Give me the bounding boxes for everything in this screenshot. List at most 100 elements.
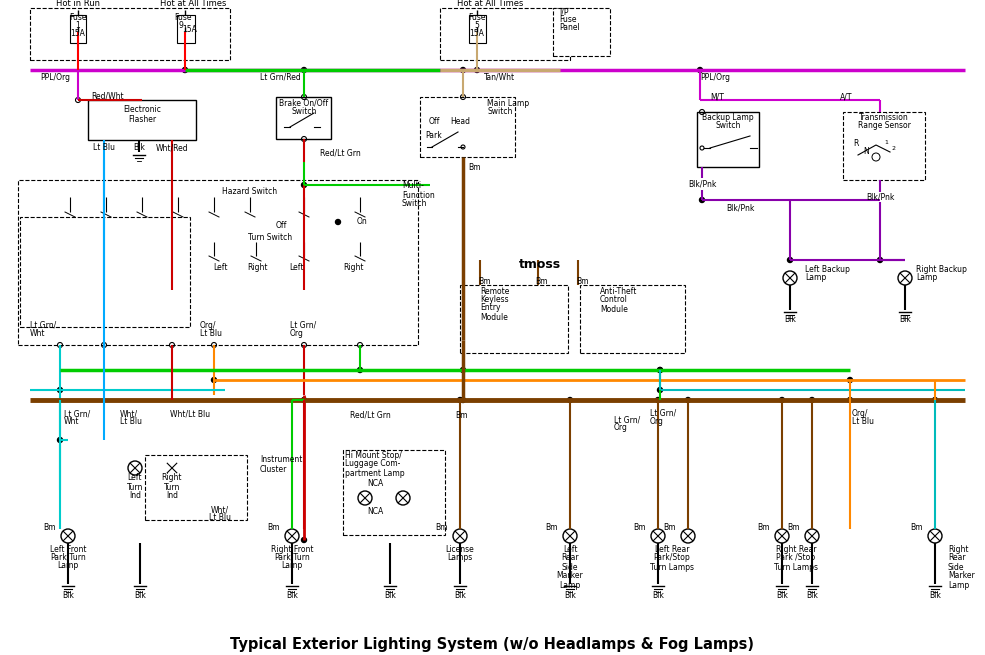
Text: Brake On/Off: Brake On/Off bbox=[280, 98, 329, 107]
Text: Blk/Pnk: Blk/Pnk bbox=[866, 193, 894, 202]
Text: Turn Lamps: Turn Lamps bbox=[650, 563, 694, 572]
Bar bbox=[70, 15, 86, 43]
Text: Left Rear: Left Rear bbox=[655, 544, 690, 553]
Text: Wht: Wht bbox=[64, 417, 80, 426]
Text: partment Lamp: partment Lamp bbox=[345, 468, 405, 477]
Circle shape bbox=[847, 377, 852, 383]
Text: Fuse: Fuse bbox=[69, 14, 87, 22]
Text: Head: Head bbox=[450, 117, 470, 126]
Text: Right Rear: Right Rear bbox=[776, 544, 817, 553]
Text: Lt Grn/: Lt Grn/ bbox=[290, 320, 316, 329]
Circle shape bbox=[475, 67, 480, 73]
Text: Lamp: Lamp bbox=[282, 561, 302, 569]
Text: Flasher: Flasher bbox=[128, 115, 156, 124]
Bar bbox=[18, 180, 418, 345]
Text: Module: Module bbox=[480, 314, 508, 322]
Text: Bm: Bm bbox=[910, 523, 923, 533]
Text: Org/: Org/ bbox=[200, 320, 217, 329]
Text: Rear: Rear bbox=[561, 553, 579, 563]
Circle shape bbox=[301, 183, 306, 187]
Text: Switch: Switch bbox=[402, 200, 427, 208]
Bar bbox=[181, 15, 189, 27]
Text: 5: 5 bbox=[475, 22, 480, 31]
Text: Lt Blu: Lt Blu bbox=[120, 417, 142, 426]
Text: Side: Side bbox=[948, 563, 964, 572]
Circle shape bbox=[336, 219, 341, 225]
Circle shape bbox=[658, 388, 663, 392]
Text: Wht/Red: Wht/Red bbox=[156, 143, 188, 153]
Text: Park /Stop: Park /Stop bbox=[776, 553, 816, 563]
Text: Bm: Bm bbox=[757, 523, 770, 533]
Text: Bm: Bm bbox=[633, 523, 646, 533]
Circle shape bbox=[301, 67, 306, 73]
Text: Range Sensor: Range Sensor bbox=[858, 121, 910, 130]
Bar bbox=[20, 217, 190, 327]
Text: On: On bbox=[357, 217, 367, 227]
Text: Off: Off bbox=[276, 221, 287, 229]
Text: Lamp: Lamp bbox=[805, 274, 826, 282]
Text: Lt Grn/: Lt Grn/ bbox=[64, 409, 91, 419]
Text: Turn Lamps: Turn Lamps bbox=[774, 563, 818, 572]
Circle shape bbox=[658, 367, 663, 373]
Text: Lamp: Lamp bbox=[57, 561, 79, 569]
Text: Bm: Bm bbox=[576, 278, 588, 286]
Text: Blk: Blk bbox=[929, 591, 941, 601]
Text: Blk: Blk bbox=[384, 591, 396, 601]
Text: Park/Stop: Park/Stop bbox=[654, 553, 690, 563]
Text: Control: Control bbox=[600, 295, 627, 305]
Text: Entry: Entry bbox=[480, 303, 500, 312]
Circle shape bbox=[461, 398, 466, 403]
Text: Switch: Switch bbox=[487, 107, 512, 117]
Text: Wht/Lt Blu: Wht/Lt Blu bbox=[170, 409, 210, 419]
Text: Bm: Bm bbox=[535, 278, 548, 286]
Text: Blk: Blk bbox=[652, 591, 664, 601]
Text: 2: 2 bbox=[891, 147, 895, 151]
Text: Backup Lamp: Backup Lamp bbox=[702, 113, 754, 122]
Text: Bm: Bm bbox=[546, 523, 558, 533]
Bar bbox=[145, 455, 247, 520]
Text: Main Lamp: Main Lamp bbox=[487, 98, 529, 107]
Text: Park: Park bbox=[426, 132, 442, 141]
Bar bbox=[276, 97, 331, 139]
Bar bbox=[469, 15, 486, 43]
Text: Switch: Switch bbox=[292, 107, 317, 115]
Text: Multi-: Multi- bbox=[402, 181, 424, 191]
Text: Cluster: Cluster bbox=[260, 464, 288, 474]
Circle shape bbox=[212, 377, 217, 383]
Bar bbox=[553, 8, 610, 56]
Text: Blk: Blk bbox=[454, 591, 466, 601]
Text: Bm: Bm bbox=[43, 523, 56, 533]
Text: Electronic: Electronic bbox=[123, 105, 161, 115]
Text: M/T: M/T bbox=[710, 92, 724, 102]
Text: Blk: Blk bbox=[286, 591, 297, 601]
Text: Right: Right bbox=[343, 263, 363, 272]
Text: Right Backup: Right Backup bbox=[916, 265, 967, 274]
Text: Bm: Bm bbox=[468, 164, 481, 172]
Text: 1: 1 bbox=[76, 22, 81, 31]
Text: Park/Turn: Park/Turn bbox=[274, 553, 310, 561]
Circle shape bbox=[461, 367, 466, 373]
Bar bbox=[177, 15, 195, 43]
Bar bbox=[473, 15, 481, 27]
Bar bbox=[88, 100, 196, 140]
Text: Left: Left bbox=[562, 544, 577, 553]
Text: Lamp: Lamp bbox=[559, 580, 580, 590]
Text: Right: Right bbox=[948, 544, 968, 553]
Circle shape bbox=[461, 67, 466, 73]
Bar bbox=[697, 112, 759, 167]
Text: Typical Exterior Lighting System (w/o Headlamps & Fog Lamps): Typical Exterior Lighting System (w/o He… bbox=[230, 637, 754, 652]
Text: Red/Wht: Red/Wht bbox=[92, 92, 124, 100]
Text: Marker: Marker bbox=[557, 572, 583, 580]
Text: Blk: Blk bbox=[784, 316, 796, 324]
Text: Blk: Blk bbox=[806, 591, 818, 601]
Circle shape bbox=[57, 438, 62, 443]
Text: Side: Side bbox=[561, 563, 578, 572]
Text: Lt Grn/: Lt Grn/ bbox=[30, 320, 56, 329]
Circle shape bbox=[933, 398, 938, 403]
Circle shape bbox=[301, 398, 306, 403]
Text: Lamp: Lamp bbox=[916, 274, 938, 282]
Text: Lt Grn/Red: Lt Grn/Red bbox=[260, 73, 300, 81]
Text: NCA: NCA bbox=[366, 506, 383, 515]
Circle shape bbox=[878, 257, 883, 263]
Text: Org: Org bbox=[614, 424, 627, 432]
